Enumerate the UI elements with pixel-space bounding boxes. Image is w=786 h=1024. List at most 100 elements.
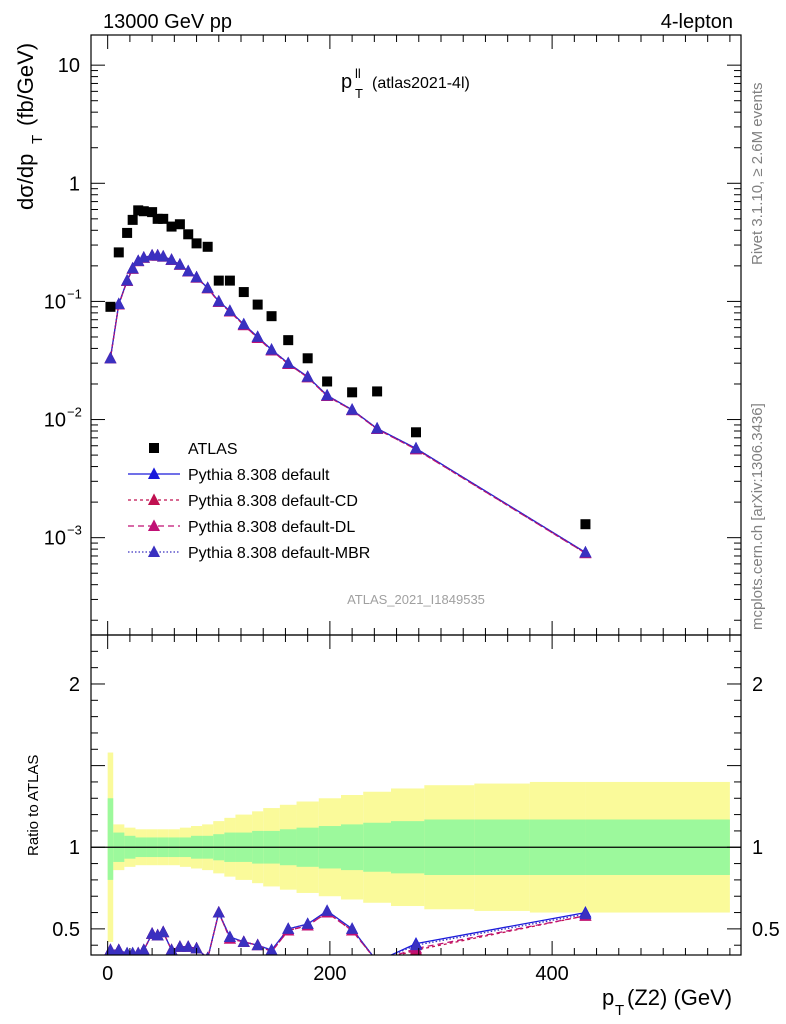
y-tick-mantissa: 10	[44, 410, 66, 432]
ratio-series-0-point	[377, 954, 378, 955]
x-tick-label: 200	[313, 963, 346, 985]
y-axis-label-main: dσ/dp	[13, 154, 38, 210]
ratio-band-inner-bin	[107, 798, 114, 880]
x-axis-label-rest: (Z2) (GeV)	[627, 985, 732, 1010]
main-series-3-point	[173, 257, 186, 270]
plot-title-suffix: (atlas2021-4l)	[372, 75, 470, 92]
main-series-3-point	[282, 356, 295, 369]
y-tick-exponent: −3	[67, 523, 82, 538]
legend-triangle-marker	[147, 493, 161, 505]
atlas-data-point	[266, 311, 277, 322]
main-series-line-3	[109, 254, 586, 553]
ratio-y-tick-label-right: 0.5	[752, 919, 780, 941]
ratio-series-1-point	[377, 954, 378, 955]
atlas-data-point	[213, 275, 224, 286]
ratio-series-3-point	[137, 943, 150, 955]
atlas-data-point	[238, 287, 249, 298]
atlas-data-point	[372, 386, 383, 397]
y-tick-label: 10	[58, 55, 80, 77]
main-atlas-points	[105, 205, 591, 530]
ratio-series-line-1	[110, 910, 586, 955]
ratio-series-3-point	[122, 946, 132, 955]
ratio-series-2-point	[377, 954, 378, 955]
legend-label: Pythia 8.308 default	[188, 467, 330, 484]
x-tick-label: 400	[535, 963, 568, 985]
ratio-series-3-point	[205, 951, 210, 955]
main-mc-series	[104, 248, 592, 559]
x-axis-label: p T (Z2) (GeV)	[602, 985, 732, 1019]
ratio-series-3-point	[212, 905, 225, 918]
y-tick-label: 10 −3	[44, 523, 82, 550]
atlas-data-point	[224, 275, 235, 286]
atlas-data-point	[147, 207, 158, 218]
ratio-y-tick-label-left: 0.5	[52, 919, 80, 941]
atlas-data-point	[122, 227, 133, 238]
legend-entry: ATLAS	[149, 441, 238, 458]
y-axis-label-sub: T	[29, 135, 46, 144]
legend-label: Pythia 8.308 default-DL	[188, 519, 355, 536]
ratio-series-3-point	[579, 907, 592, 920]
main-series-3-point	[104, 351, 117, 364]
atlas-data-point	[138, 206, 149, 217]
y-tick-label: 1	[69, 173, 80, 195]
atlas-data-point	[283, 335, 294, 346]
x-tick-label: 0	[102, 963, 113, 985]
main-series-3-point	[579, 545, 592, 558]
legend-triangle-marker	[147, 519, 161, 531]
ratio-series-3-point	[190, 941, 203, 954]
y-tick-mantissa: 10	[44, 291, 66, 313]
y-tick-label: 10 −1	[44, 286, 82, 313]
ratio-y-tick-label-left: 1	[69, 837, 80, 859]
ratio-series-3-point	[223, 930, 236, 942]
ratio-series-line-2	[110, 910, 586, 955]
atlas-data-point	[347, 387, 358, 398]
atlas-data-point	[183, 229, 194, 240]
rivet-version-label: Rivet 3.1.10, ≥ 2.6M events	[749, 83, 766, 266]
ratio-series-3-point	[321, 904, 334, 916]
plot-title-sub: T	[355, 86, 363, 101]
main-series-3-point	[251, 330, 264, 342]
atlas-data-point	[252, 299, 263, 310]
ratio-series-3-point	[237, 935, 250, 947]
ratio-y-tick-label-right: 2	[752, 674, 763, 696]
ratio-series-3-point	[346, 922, 359, 934]
ratio-panel-frame	[90, 634, 742, 956]
legend-entry: Pythia 8.308 default-DL	[128, 519, 355, 536]
atlas-data-point	[166, 221, 177, 232]
main-series-3-point	[157, 249, 170, 262]
main-series-3-point	[301, 370, 314, 382]
y-tick-mantissa: 10	[44, 528, 66, 550]
main-series-3-point	[182, 264, 195, 277]
x-axis-label-main: p	[602, 985, 614, 1010]
plot-title: p ll T (atlas2021-4l)	[341, 66, 470, 101]
mcplots-label: mcplots.cern.ch [arXiv:1306.3436]	[749, 403, 766, 630]
legend: ATLAS Pythia 8.308 default Pythia 8.308 de…	[128, 441, 370, 562]
main-series-3-point	[190, 270, 203, 283]
ratio-y-tick-label-right: 1	[752, 837, 763, 859]
legend-entry: Pythia 8.308 default	[128, 467, 330, 484]
ratio-mc-series	[104, 904, 592, 955]
main-series-3-point	[165, 253, 178, 265]
legend-label: ATLAS	[188, 441, 238, 458]
y-tick-value: 1	[69, 173, 80, 195]
x-axis-label-sub: T	[615, 1002, 624, 1019]
main-series-3-point	[121, 274, 134, 286]
atlas-data-point	[191, 238, 202, 249]
y-axis-label-units: (fb/GeV)	[13, 43, 38, 126]
ratio-series-3-point	[151, 928, 164, 941]
ratio-series-3-point	[182, 940, 195, 952]
ratio-y-tick-label-left: 2	[69, 674, 80, 696]
atlas-data-point	[302, 353, 313, 364]
plot-title-sup: ll	[355, 66, 361, 81]
ratio-series-3-point	[251, 938, 264, 951]
main-series-3-point	[212, 294, 225, 307]
legend-entry: Pythia 8.308 default-CD	[128, 493, 358, 510]
main-series-3-point	[265, 343, 278, 355]
main-series-3-point	[237, 317, 250, 330]
atlas-data-point	[127, 214, 138, 225]
plot-title-main: p	[341, 71, 352, 93]
header-energy-label: 13000 GeV pp	[103, 11, 232, 33]
main-series-3-point	[223, 304, 236, 316]
